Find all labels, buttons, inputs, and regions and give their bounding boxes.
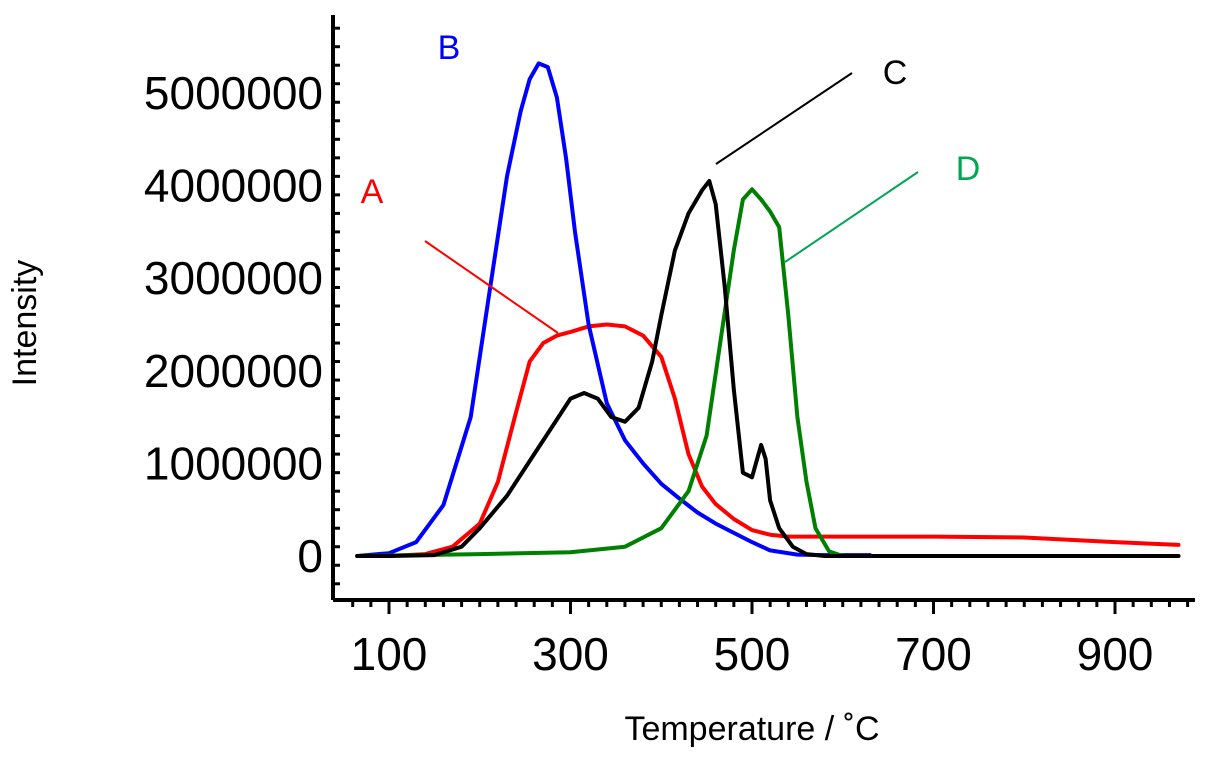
x-tick-label: 900	[1077, 628, 1154, 680]
series-label-c: C	[883, 54, 908, 92]
series-line-d	[355, 187, 936, 558]
series-label-a: A	[361, 173, 384, 211]
leader-line-c	[715, 72, 853, 165]
series-line-b	[355, 61, 872, 558]
x-tick-label: 100	[351, 628, 428, 680]
y-tick-label: 5000000	[144, 67, 323, 119]
x-axis-ticks: 100 300 500 700 900	[351, 600, 1190, 680]
y-axis-title: Intensity	[6, 260, 44, 387]
series-label-d: D	[956, 150, 981, 188]
x-tick-label: 300	[532, 628, 609, 680]
x-axis-title: Temperature / ˚C	[624, 710, 879, 748]
x-tick-label: 700	[895, 628, 972, 680]
y-tick-label: 3000000	[144, 252, 323, 304]
y-tick-label: 0	[297, 530, 323, 582]
y-axis-ticks: 0 1000000 2000000 3000000 4000000 5000000	[144, 26, 340, 586]
series-layer	[355, 61, 1181, 558]
y-tick-label: 1000000	[144, 437, 323, 489]
leader-line-d	[784, 171, 919, 263]
y-tick-label: 2000000	[144, 345, 323, 397]
label-leader-lines	[424, 72, 919, 334]
y-tick-label: 4000000	[144, 160, 323, 212]
x-tick-label: 500	[714, 628, 791, 680]
leader-line-a	[424, 240, 559, 334]
series-line-c	[355, 179, 1181, 558]
series-line-a	[355, 322, 1181, 558]
series-label-b: B	[438, 29, 461, 67]
